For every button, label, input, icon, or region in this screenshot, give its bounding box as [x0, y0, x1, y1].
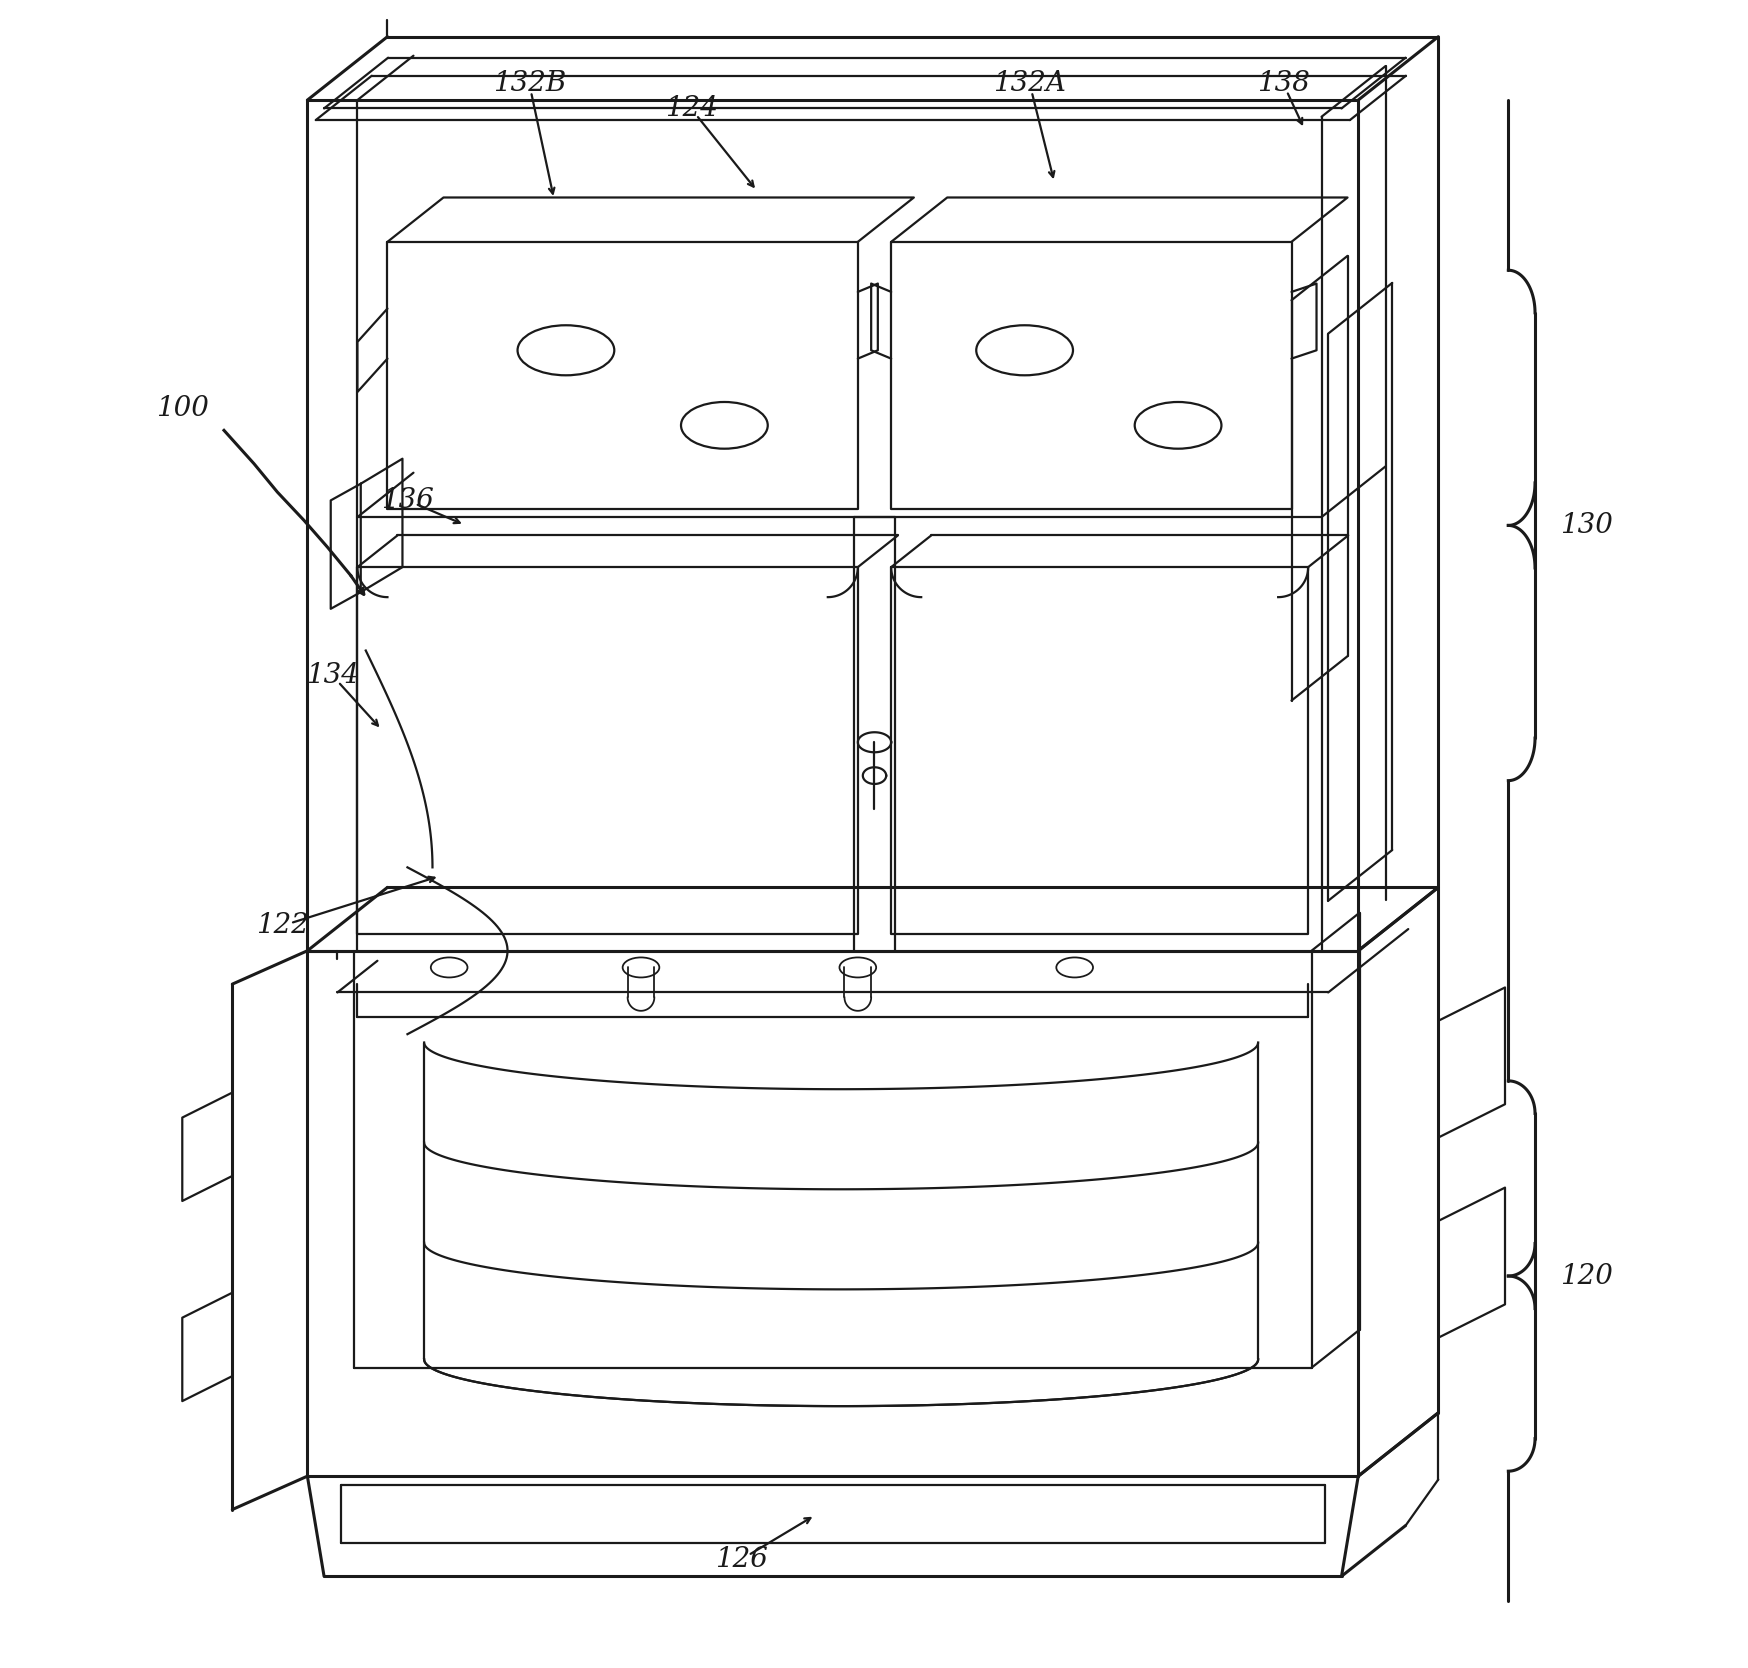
Text: 132A: 132A — [993, 70, 1066, 97]
Text: 120: 120 — [1559, 1263, 1612, 1289]
Text: 126: 126 — [715, 1546, 767, 1573]
Text: 100: 100 — [156, 395, 208, 422]
Text: 124: 124 — [664, 95, 717, 122]
Text: 138: 138 — [1257, 70, 1309, 97]
Text: 132B: 132B — [493, 70, 566, 97]
Text: 130: 130 — [1559, 512, 1612, 539]
Text: 136: 136 — [381, 487, 434, 514]
Text: 134: 134 — [306, 662, 358, 689]
Text: 122: 122 — [255, 912, 309, 939]
